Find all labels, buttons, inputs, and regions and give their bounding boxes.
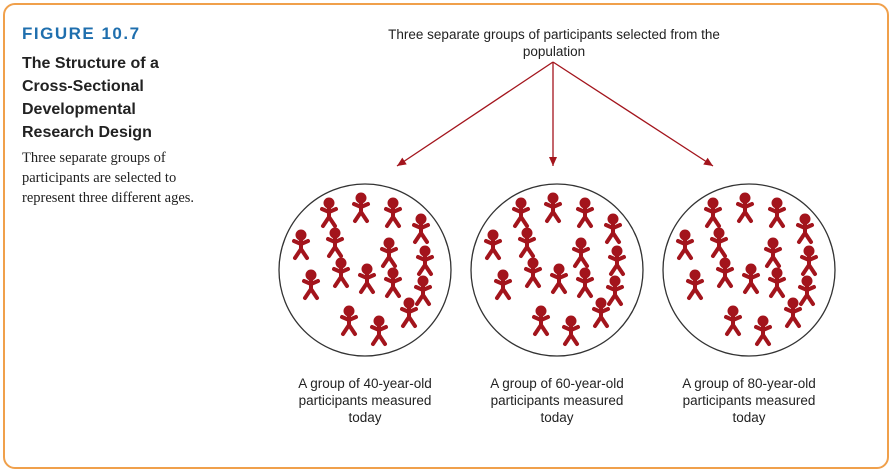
arrow-to-group-40 — [396, 61, 554, 167]
figure-number: FIGURE 10.7 — [22, 24, 141, 43]
arrowhead-icon — [549, 157, 557, 166]
group-circle-60 — [470, 183, 644, 357]
group-label-60: A group of 60-year-old participants meas… — [490, 376, 624, 425]
arrowhead-icon — [703, 157, 713, 166]
population-label: Three separate groups of participants se… — [388, 27, 720, 59]
participant-groups — [278, 183, 836, 357]
group-label-40: A group of 40-year-old participants meas… — [298, 376, 432, 425]
arrowhead-icon — [397, 157, 407, 166]
figure-title: The Structure of a Cross-Sectional Devel… — [22, 55, 159, 141]
selection-arrows — [396, 61, 714, 167]
arrow-to-group-80 — [552, 61, 714, 167]
group-circle-40 — [278, 183, 452, 357]
figure-description: Three separate groups of participants ar… — [22, 150, 195, 206]
group-circle-80 — [662, 183, 836, 357]
group-label-80: A group of 80-year-old participants meas… — [682, 376, 816, 425]
figure-caption: FIGURE 10.7 The Structure of a Cross-Sec… — [22, 24, 212, 208]
